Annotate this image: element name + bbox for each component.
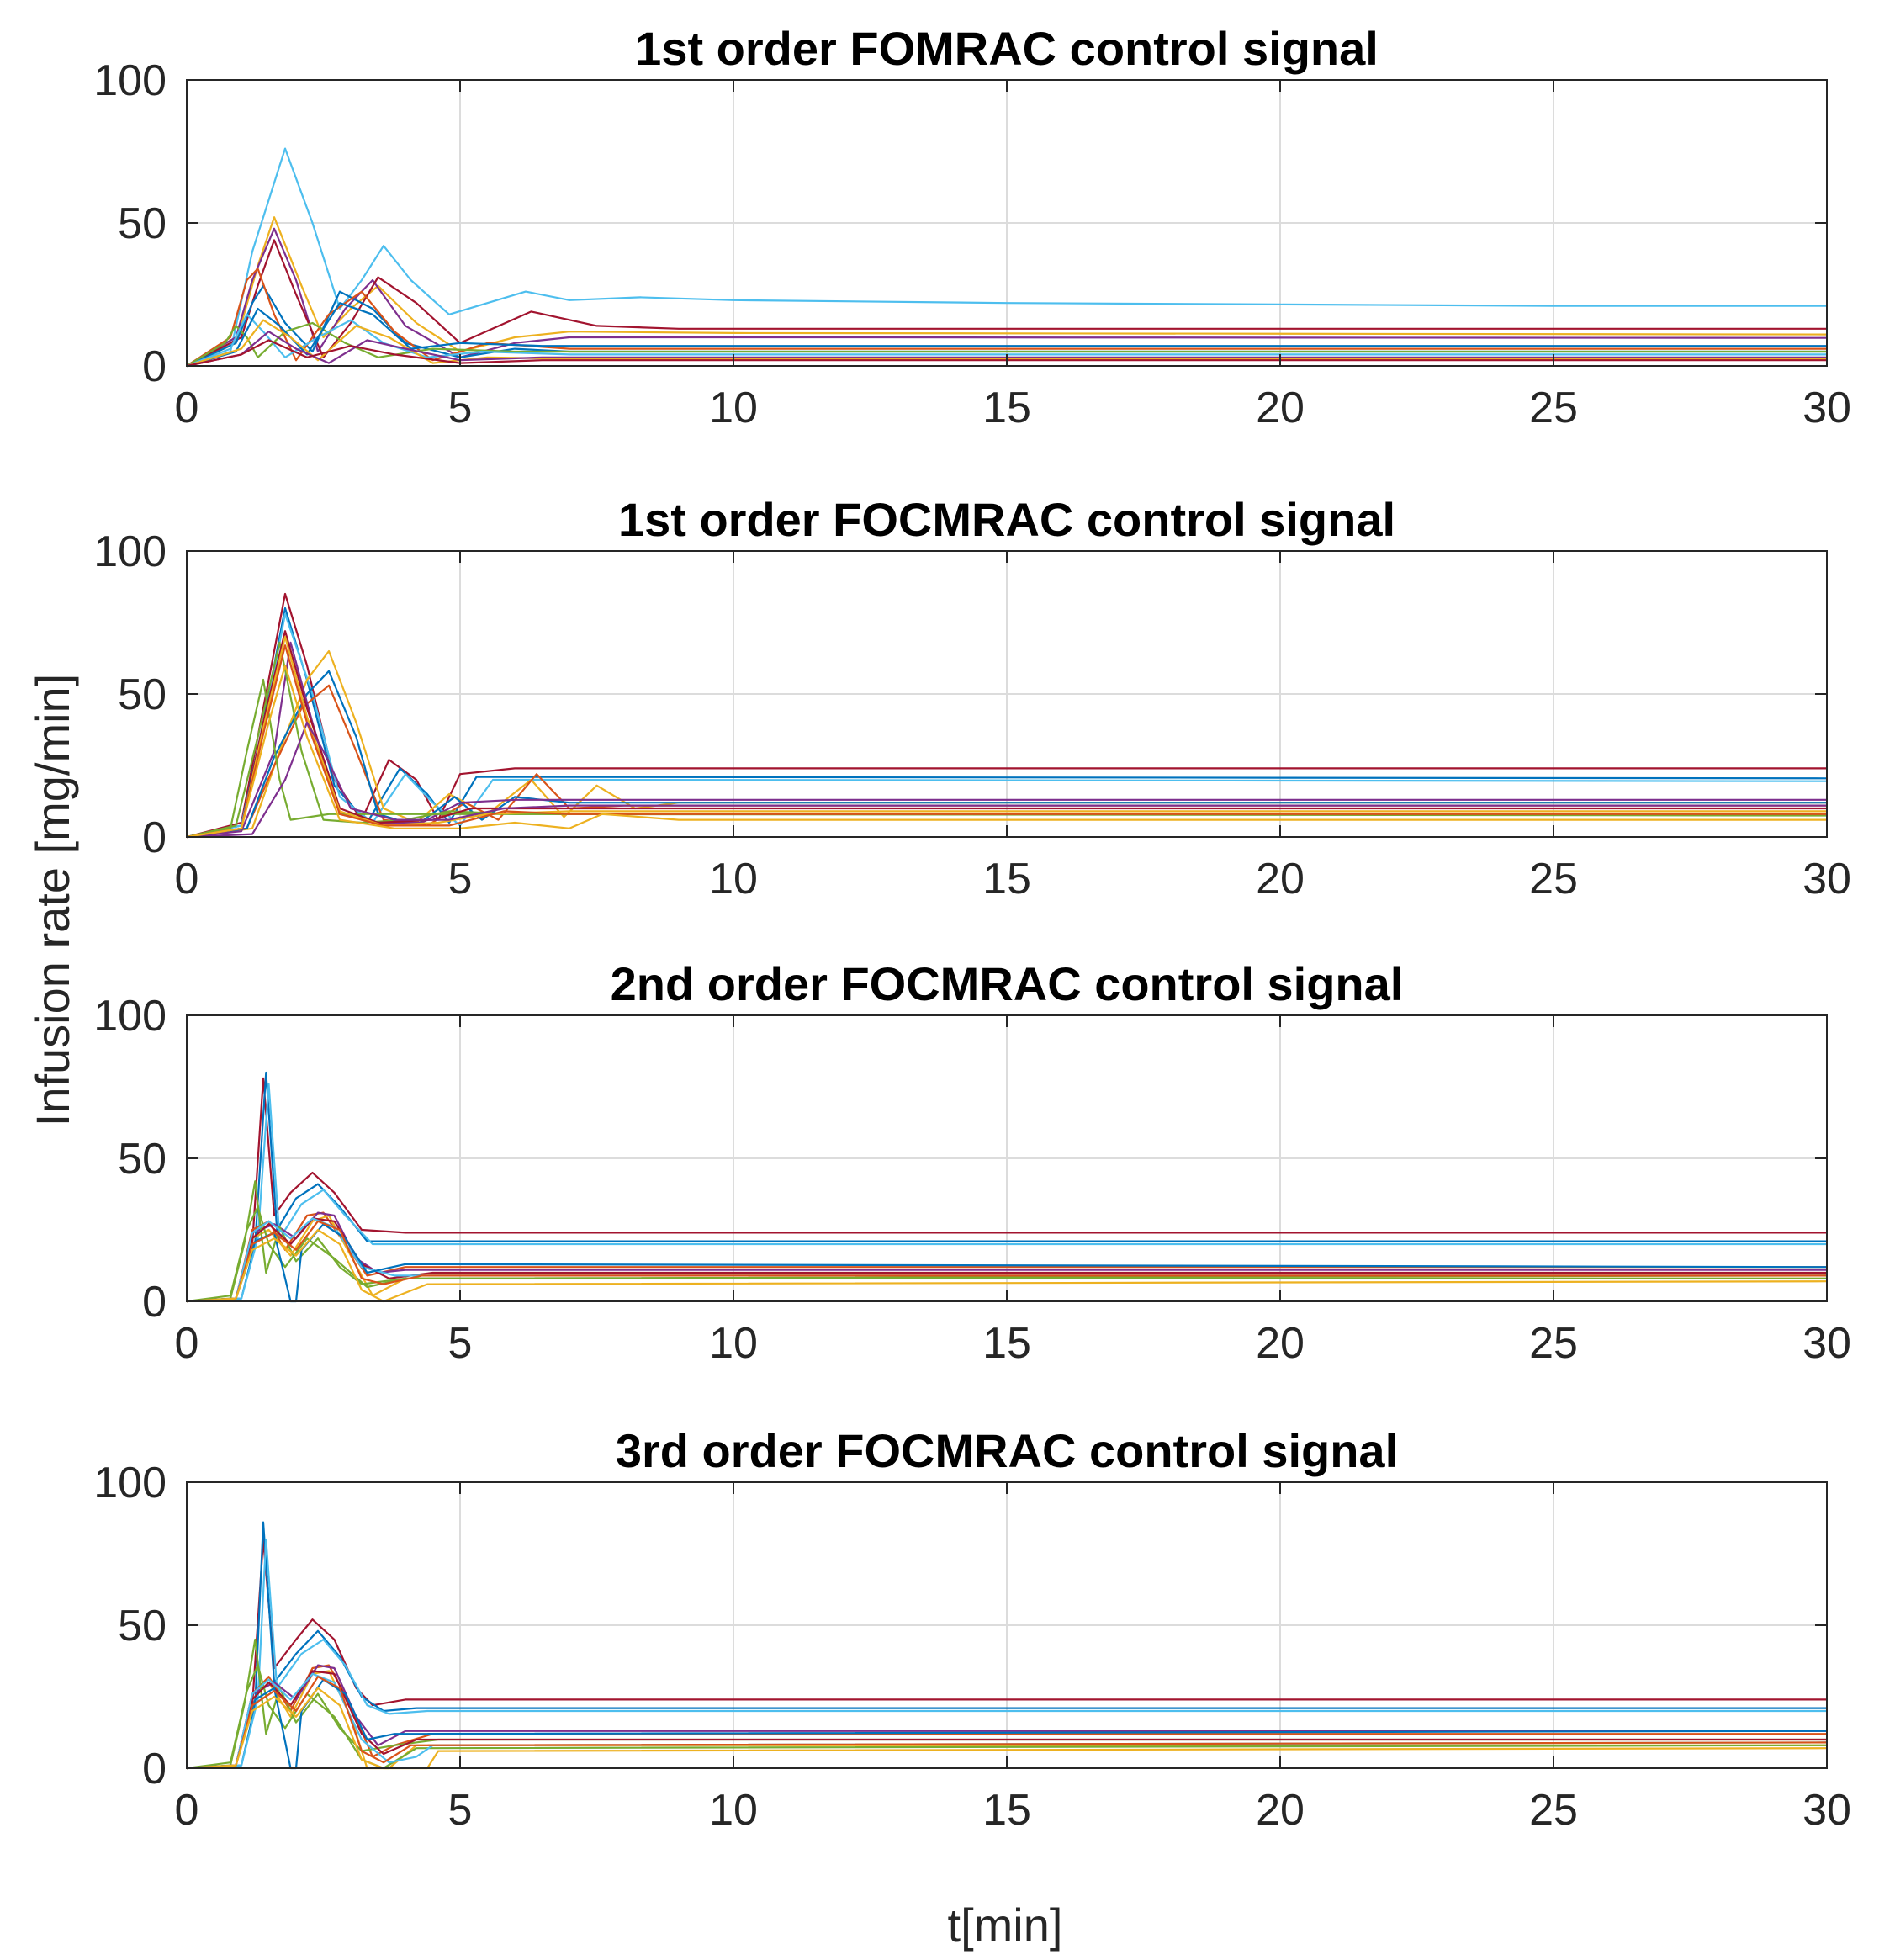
series-group [187,147,1827,368]
series-line-2 [187,216,1827,368]
chart-title: 1st order FOCMRAC control signal [618,493,1395,546]
y-tick-label: 0 [142,1278,167,1327]
series-line-13 [187,1687,1827,1770]
subplot-3: 0 5 10 15 20 25 30 0 50 100 2nd order FOCMRAC cont… [93,957,1851,1368]
series-line-11 [187,331,1827,368]
x-tick-label: 5 [448,384,473,432]
x-tick-label: 5 [448,1319,473,1368]
chart-title: 3rd order FOCMRAC control signal [616,1424,1398,1477]
x-tick-label: 0 [175,1786,199,1835]
x-tick-label: 10 [709,384,758,432]
series-line-13 [187,1228,1827,1303]
series-line-1 [187,147,1827,368]
x-tick-label: 25 [1529,1786,1578,1835]
y-tick-label: 100 [93,1459,167,1507]
x-tick-label: 0 [175,855,199,903]
y-tick-label: 0 [142,342,167,391]
y-tick-label: 50 [118,1602,167,1650]
series-line-8 [187,641,1827,839]
series-group [187,1071,1827,1303]
chart-title: 2nd order FOCMRAC control signal [611,957,1404,1010]
series-line-3 [187,1538,1827,1770]
y-tick-label: 0 [142,813,167,862]
x-tick-label: 0 [175,1319,199,1368]
x-tick-label: 20 [1256,1319,1305,1368]
y-tick-label: 50 [118,670,167,719]
series-group [187,1521,1827,1770]
x-tick-label: 15 [982,855,1031,903]
y-tick-label: 100 [93,527,167,576]
x-tick-label: 20 [1256,384,1305,432]
series-line-14 [187,664,1827,839]
x-axis-label: t[min] [948,1899,1063,1952]
subplot-1: 0 5 10 15 20 25 30 0 50 100 1st order FOMRAC contr… [93,22,1851,432]
y-tick-label: 0 [142,1745,167,1793]
x-tick-label: 15 [982,1319,1031,1368]
y-tick-label: 50 [118,199,167,248]
series-line-9 [187,678,1827,839]
x-tick-label: 15 [982,384,1031,432]
series-group [187,592,1827,839]
x-tick-label: 25 [1529,1319,1578,1368]
series-line-10 [187,1217,1827,1303]
y-tick-label: 100 [93,56,167,105]
series-line-12 [187,1220,1827,1303]
x-tick-label: 15 [982,1786,1031,1835]
series-line-9 [187,302,1827,368]
x-tick-label: 5 [448,1786,473,1835]
series-line-6 [187,268,1827,368]
series-line-1 [187,592,1827,839]
x-tick-label: 30 [1802,1786,1851,1835]
chart-title: 1st order FOMRAC control signal [635,22,1379,75]
series-line-4 [187,649,1827,839]
series-line-12 [187,1676,1827,1770]
x-tick-label: 25 [1529,855,1578,903]
subplot-4: 0 5 10 15 20 25 30 0 50 100 3rd order FOCMRAC cont… [93,1424,1851,1835]
series-line-12 [187,339,1827,368]
series-line-7 [187,321,1827,368]
y-tick-label: 50 [118,1135,167,1184]
series-line-13 [187,721,1827,839]
series-line-8 [187,313,1827,368]
x-tick-label: 10 [709,1786,758,1835]
series-line-2 [187,1521,1827,1770]
x-tick-label: 5 [448,855,473,903]
x-tick-label: 0 [175,384,199,432]
series-line-10 [187,1672,1827,1770]
subplot-2: 0 5 10 15 20 25 30 0 50 100 1st order FOCMRAC cont… [93,493,1851,903]
x-tick-label: 30 [1802,855,1851,903]
x-tick-label: 10 [709,855,758,903]
x-tick-label: 20 [1256,855,1305,903]
x-tick-label: 25 [1529,384,1578,432]
y-tick-label: 100 [93,992,167,1041]
series-line-3 [187,1083,1827,1303]
y-axis-label: Infusion rate [mg/min] [26,674,79,1126]
series-line-12 [187,644,1827,839]
x-tick-label: 10 [709,1319,758,1368]
x-tick-label: 30 [1802,384,1851,432]
x-tick-label: 20 [1256,1786,1305,1835]
x-tick-label: 30 [1802,1319,1851,1368]
series-line-4 [187,239,1827,368]
